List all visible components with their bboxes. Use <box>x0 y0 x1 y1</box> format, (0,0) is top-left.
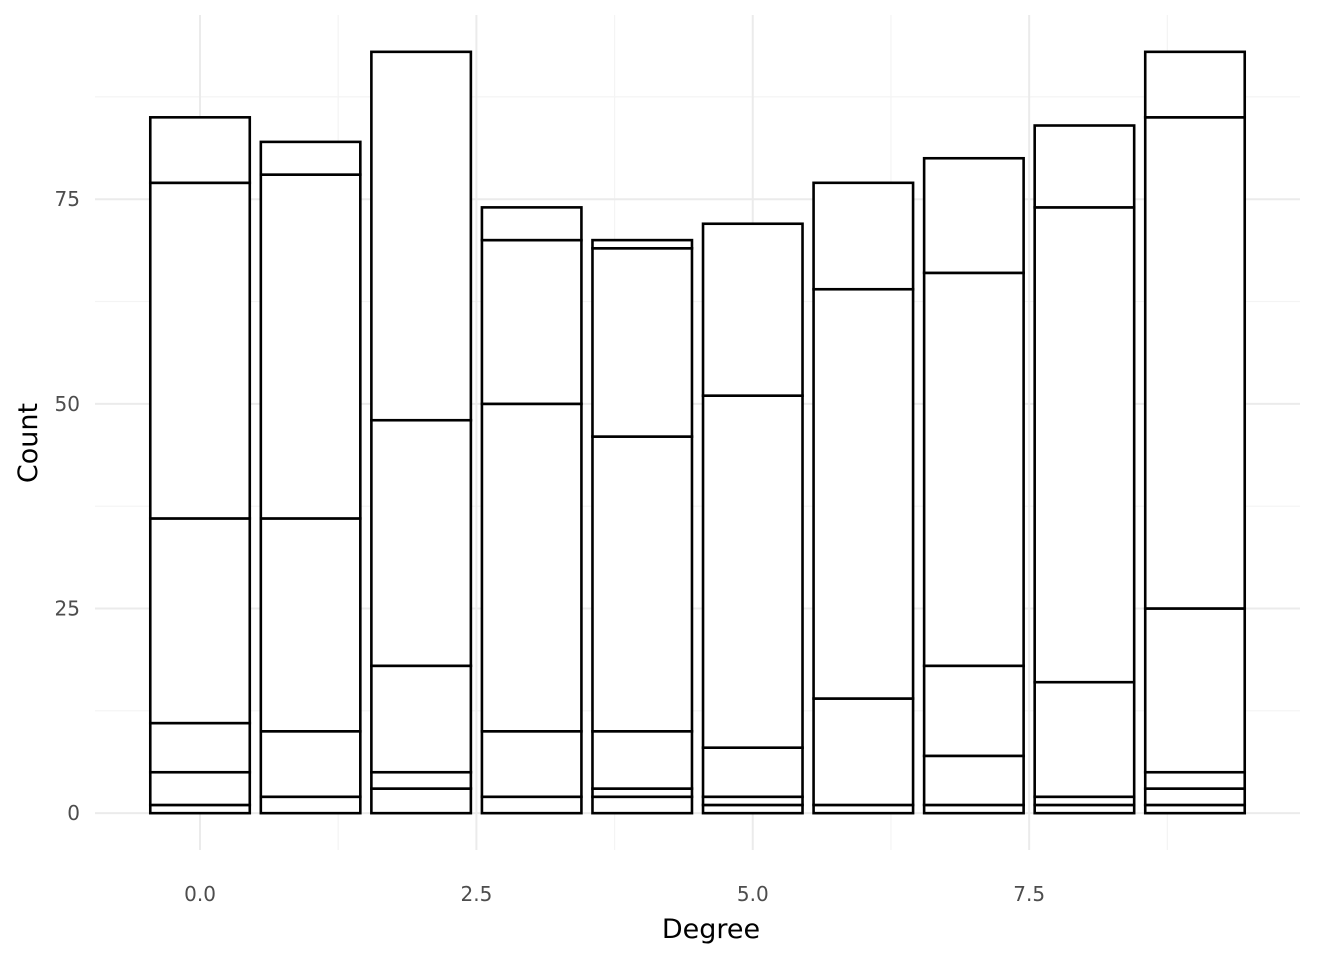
bar-segment <box>591 795 694 815</box>
bar-segment <box>480 238 583 406</box>
bar-segment <box>1143 787 1247 807</box>
bar-stack <box>259 140 362 815</box>
x-tick-label: 0.0 <box>184 882 216 906</box>
bars <box>148 50 1247 815</box>
bar-segment <box>370 418 473 668</box>
bar-stack <box>370 50 473 815</box>
bar-segment <box>922 754 1025 807</box>
y-axis-title: Count <box>13 403 44 483</box>
x-tick-label: 5.0 <box>737 882 769 906</box>
bar-stack <box>812 181 915 815</box>
bar-segment <box>259 795 362 815</box>
bar-segment <box>922 156 1025 275</box>
bar-segment <box>259 173 362 520</box>
bar-segment <box>370 664 473 774</box>
bar-segment <box>591 435 694 733</box>
bar-segment <box>591 238 694 250</box>
x-tick-label: 7.5 <box>1013 882 1045 906</box>
bar-segment <box>1143 770 1247 790</box>
bar-segment <box>701 746 804 799</box>
bar-segment <box>148 721 252 774</box>
bar-segment <box>148 770 252 807</box>
bar-segment <box>480 206 583 242</box>
bar-segment <box>1033 124 1136 209</box>
bar-segment <box>370 770 473 790</box>
bar-segment <box>259 729 362 799</box>
bar-segment <box>480 795 583 815</box>
bar-segment <box>148 116 252 185</box>
bar-stack <box>148 116 252 815</box>
bar-segment <box>1143 50 1247 119</box>
bar-segment <box>370 787 473 815</box>
bar-segment <box>701 222 804 397</box>
y-tick-label: 50 <box>55 392 80 416</box>
y-tick-label: 0 <box>67 801 80 825</box>
y-tick-label: 75 <box>55 187 80 211</box>
bar-stack <box>1033 124 1136 815</box>
x-tick-label: 2.5 <box>460 882 492 906</box>
bar-segment <box>480 729 583 799</box>
bar-stack <box>1143 50 1247 815</box>
y-tick-label: 25 <box>55 597 80 621</box>
bar-segment <box>148 181 252 520</box>
bar-stack <box>480 206 583 815</box>
bar-segment <box>812 287 915 700</box>
bar-segment <box>812 697 915 807</box>
bar-segment <box>812 181 915 291</box>
bar-stack <box>701 222 804 815</box>
bar-segment <box>259 140 362 176</box>
bar-stack <box>922 156 1025 815</box>
bar-segment <box>591 247 694 438</box>
x-axis-title: Degree <box>662 914 760 945</box>
bar-segment <box>701 394 804 749</box>
bar-segment <box>480 402 583 733</box>
bar-segment <box>591 729 694 790</box>
bar-segment <box>922 271 1025 668</box>
bar-segment <box>1143 116 1247 610</box>
bar-segment <box>370 50 473 422</box>
bar-segment <box>259 517 362 733</box>
bar-stack <box>591 238 694 815</box>
bar-segment <box>1033 206 1136 684</box>
bar-segment <box>1143 607 1247 774</box>
bar-segment <box>1033 680 1136 799</box>
bar-segment <box>148 517 252 725</box>
bar-segment <box>922 664 1025 758</box>
x-tick-labels: 0.0 2.5 5.0 7.5 <box>184 882 1045 906</box>
y-tick-labels: 0 25 50 75 <box>55 187 80 825</box>
